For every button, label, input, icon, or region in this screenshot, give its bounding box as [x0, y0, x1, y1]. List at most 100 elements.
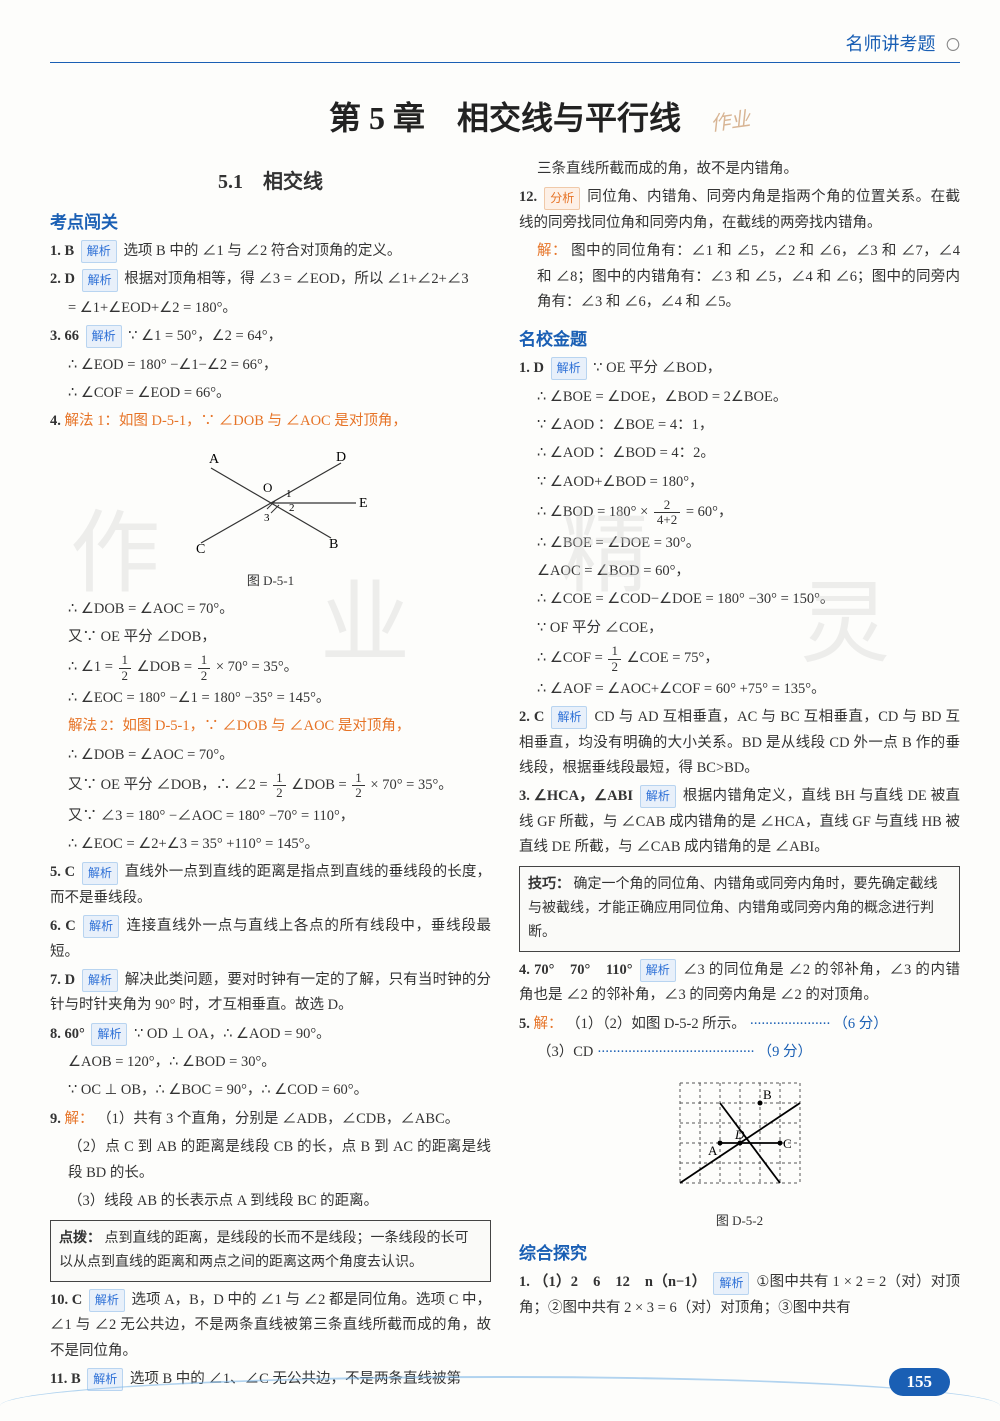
q-num: 7. — [50, 972, 61, 988]
figure-d-5-1: A D C B E O 1 2 3 图 D-5-1 — [50, 443, 491, 589]
q4-l7: 又∵ ∠3 = 180° −∠AOC = 180° −70° = 110°， — [50, 804, 491, 829]
t: ∠DOB = — [137, 660, 196, 676]
q-ans: D — [534, 360, 544, 376]
t: ∴ ∠BOD = 180° × — [537, 504, 652, 520]
q4-l3: ∴ ∠1 = 12 ∠DOB = 12 × 70° = 35°。 — [50, 653, 491, 683]
q-num: 11. — [50, 1371, 67, 1387]
t: ∴ ∠1 = — [68, 660, 117, 676]
mq1-l3: ∵ ∠AOD ：∠BOE = 4：1， — [519, 413, 960, 438]
q-num: 2. — [519, 709, 530, 725]
q9-l3: （3）线段 AB 的长表示点 A 到线段 BC 的距离。 — [50, 1189, 491, 1214]
q2-line2: = ∠1+∠EOD+∠2 = 180°。 — [50, 296, 491, 321]
mq1-l6: ∴ ∠BOD = 180° × 24+2 = 60°， — [519, 498, 960, 528]
svg-text:B: B — [763, 1087, 772, 1102]
q-ans: C — [534, 709, 544, 725]
q-num: 8. — [50, 1026, 61, 1042]
left-column: 5.1 相交线 考点闯关 1. B 解析 选项 B 中的 ∠1 与 ∠2 符合对… — [50, 157, 491, 1395]
mq1-l10: ∵ OF 平分 ∠COE， — [519, 616, 960, 641]
watermark-small: 作业 — [708, 102, 752, 136]
q12: 12. 分析 同位角、内错角、同旁内角是指两个角的位置关系。在截线的同旁找同位角… — [519, 185, 960, 236]
q-ans: C — [65, 864, 75, 880]
heading-mxjt: 名校金题 — [519, 325, 960, 350]
q-ans: D — [65, 271, 75, 287]
svg-text:3: 3 — [264, 512, 270, 524]
q10: 10. C 解析 选项 A，B，D 中的 ∠1 与 ∠2 都是同位角。选项 C … — [50, 1288, 491, 1364]
score: （6 分） — [833, 1016, 887, 1032]
q-ans: B — [65, 243, 75, 259]
jiexi-tag: 解析 — [82, 269, 118, 292]
q4-method2: 解法 2：如图 D-5-1，∵ ∠DOB 与 ∠AOC 是对顶角， — [50, 714, 491, 739]
q-text: ∵ ∠1 = 50°，∠2 = 64°， — [128, 328, 282, 344]
mq1-l8: ∠AOC = ∠BOD = 60°， — [519, 559, 960, 584]
right-column: 三条直线所截而成的角，故不是内错角。 12. 分析 同位角、内错角、同旁内角是指… — [519, 157, 960, 1395]
q4-l8: ∴ ∠EOC = ∠2+∠3 = 35° +110° = 145°。 — [50, 832, 491, 857]
mq1-l2: ∴ ∠BOE = ∠DOE，∠BOD = 2∠BOE。 — [519, 385, 960, 410]
t: ∠DOB = — [291, 777, 350, 793]
t: × 70° = 35°。 — [216, 660, 298, 676]
tip-lead: 技巧： — [528, 877, 570, 892]
mq5: 5. 解： （1）（2）如图 D-5-2 所示。 ···············… — [519, 1012, 960, 1037]
q3: 3. 66 解析 ∵ ∠1 = 50°，∠2 = 64°， — [50, 324, 491, 349]
svg-text:E: E — [359, 496, 368, 511]
q-ans: 70° 70° 110° — [534, 962, 633, 978]
fig-d-5-1-caption: 图 D-5-1 — [50, 570, 491, 589]
jiexi-tag: 解析 — [640, 785, 676, 808]
q-num: 3. — [519, 788, 530, 804]
q-num: 5. — [50, 864, 61, 880]
q4-l1: ∴ ∠DOB = ∠AOC = 70°。 — [50, 597, 491, 622]
q8: 8. 60° 解析 ∵ OD ⊥ OA，∴ ∠AOD = 90°。 — [50, 1022, 491, 1047]
q-num: 9. — [50, 1111, 61, 1127]
q-num: 3. — [50, 328, 61, 344]
q5: 5. C 解析 直线外一点到直线的距离是指点到直线的垂线段的长度，而不是垂线段。 — [50, 860, 491, 911]
q11-cont: 三条直线所截而成的角，故不是内错角。 — [519, 157, 960, 182]
mq1-l11: ∴ ∠COF = 12 ∠COE = 75°， — [519, 644, 960, 674]
q-text: ∵ OD ⊥ OA，∴ ∠AOD = 90°。 — [134, 1026, 331, 1042]
q-text: 同位角、内错角、同旁内角是指两个角的位置关系。在截线的同旁找同位角和同旁内角，在… — [519, 189, 960, 230]
q6: 6. C 解析 连接直线外一点与直线上各点的所有线段中，垂线段最短。 — [50, 914, 491, 965]
t: × 70° = 35°。 — [370, 777, 452, 793]
mq4: 4. 70° 70° 110° 解析 ∠3 的同位角是 ∠2 的邻补角，∠3 的… — [519, 958, 960, 1009]
q-num: 1. — [50, 243, 61, 259]
tip-box-1: 点拨： 点到直线的距离，是线段的长而不是线段；一条线段的长可以从点到直线的距离和… — [50, 1220, 491, 1282]
jiexi-tag: 解析 — [82, 862, 118, 885]
q-num: 12. — [519, 189, 537, 205]
dots: ········································… — [597, 1044, 754, 1060]
q7: 7. D 解析 解决此类问题，要对时钟有一定的了解，只有当时钟的分针与时针夹角为… — [50, 968, 491, 1019]
q12-sol: 解： 图中的同位角有：∠1 和 ∠5，∠2 和 ∠6，∠3 和 ∠7，∠4 和 … — [519, 239, 960, 315]
jiexi-tag: 解析 — [89, 1289, 125, 1312]
dots: ····················· — [749, 1016, 829, 1032]
q-text: （1）（2）如图 D-5-2 所示。 — [566, 1016, 746, 1032]
q3-l3: ∴ ∠COF = ∠EOD = 66°。 — [50, 381, 491, 406]
mq1-l9: ∴ ∠COE = ∠COD−∠DOE = 180° −30° = 150°。 — [519, 587, 960, 612]
q-ans: 60° — [65, 1026, 85, 1042]
mq1-l4: ∴ ∠AOD ：∠BOD = 4：2。 — [519, 441, 960, 466]
svg-text:2: 2 — [289, 502, 295, 514]
page-number: 155 — [889, 1368, 951, 1396]
zq1: 1. （1）2 6 12 n（n−1） 解析 ①图中共有 1 × 2 = 2（对… — [519, 1270, 960, 1321]
q4-l6: 又∵ OE 平分 ∠DOB，∴ ∠2 = 12 ∠DOB = 12 × 70° … — [50, 771, 491, 801]
q4: 4. 解法 1：如图 D-5-1，∵ ∠DOB 与 ∠AOC 是对顶角， — [50, 409, 491, 434]
jie-label: 解： — [65, 1111, 94, 1127]
q-num: 5. — [519, 1016, 530, 1032]
svg-text:O: O — [263, 480, 272, 495]
tip-text: 点到直线的距离，是线段的长而不是线段；一条线段的长可以从点到直线的距离和两点之间… — [59, 1231, 469, 1270]
jie-label: 解： — [537, 243, 567, 259]
heading-zhtj: 综合探究 — [519, 1239, 960, 1264]
q-num: 4. — [50, 413, 61, 429]
t: = 60°， — [686, 504, 733, 520]
svg-text:1: 1 — [286, 488, 292, 500]
mq1-l12: ∴ ∠AOF = ∠AOC+∠COF = 60° +75° = 135°。 — [519, 677, 960, 702]
q-num: 4. — [519, 962, 530, 978]
mq1-l5: ∵ ∠AOD+∠BOD = 180°， — [519, 470, 960, 495]
q-ans: （1）2 6 12 n（n−1） — [534, 1274, 707, 1290]
fig-d-5-2-caption: 图 D-5-2 — [519, 1210, 960, 1229]
svg-text:D: D — [336, 450, 346, 465]
chapter-title: 第 5 章 相交线与平行线 — [50, 93, 960, 139]
q8-l2: ∠AOB = 120°，∴ ∠BOD = 30°。 — [50, 1050, 491, 1075]
header-title: 名师讲考题 — [846, 34, 936, 54]
q-text: 选项 B 中的 ∠1 与 ∠2 符合对顶角的定义。 — [123, 243, 401, 259]
section-5-1-title: 5.1 相交线 — [50, 165, 491, 194]
header-dot: 〇 — [946, 39, 960, 54]
columns-wrap: 5.1 相交线 考点闯关 1. B 解析 选项 B 中的 ∠1 与 ∠2 符合对… — [50, 157, 960, 1395]
q-ans: C — [72, 1292, 82, 1308]
